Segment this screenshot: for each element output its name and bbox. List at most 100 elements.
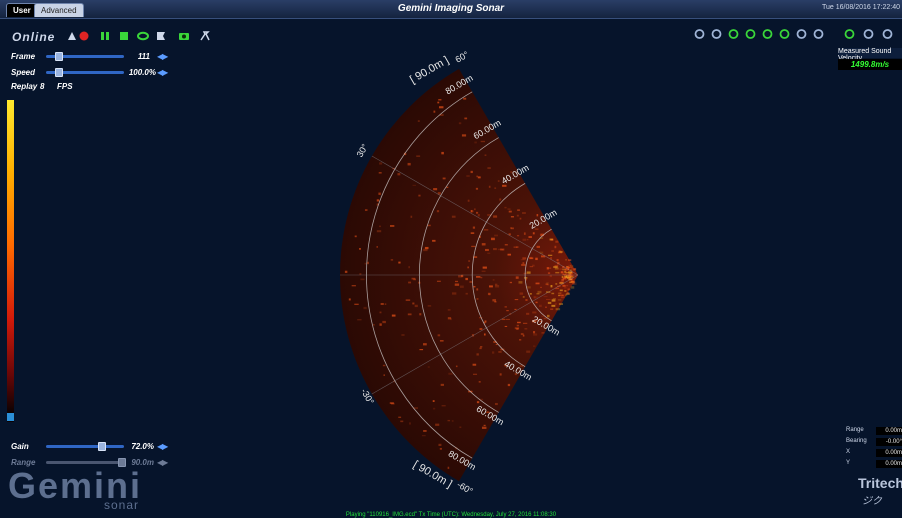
echo-speckle xyxy=(487,252,491,255)
mode-icon[interactable] xyxy=(843,28,856,40)
echo-speckle xyxy=(439,113,444,116)
echo-speckle xyxy=(380,303,384,305)
range-slider-knob[interactable] xyxy=(118,458,126,467)
speed-slider-knob[interactable] xyxy=(54,68,63,77)
echo-speckle xyxy=(555,240,559,243)
echo-speckle xyxy=(494,187,497,190)
frame-slider-track[interactable] xyxy=(46,55,124,58)
speed-stepper-arrows[interactable]: ◀▶ xyxy=(157,68,168,77)
tab-advanced[interactable]: Advanced xyxy=(34,3,84,17)
tritech-logo: Tritech xyxy=(858,475,902,491)
echo-speckle xyxy=(564,270,567,273)
echo-speckle xyxy=(562,284,566,287)
echo-speckle xyxy=(549,275,552,278)
echo-speckle xyxy=(526,271,531,274)
fish-icon[interactable] xyxy=(881,28,894,40)
echo-speckle xyxy=(493,215,498,218)
echo-speckle xyxy=(497,180,500,182)
sonar-icon[interactable] xyxy=(66,30,78,42)
signal-icon[interactable] xyxy=(778,28,791,40)
range-stepper-arrows[interactable]: ◀▶ xyxy=(157,458,168,467)
bookmark-icon[interactable] xyxy=(155,30,167,42)
echo-speckle xyxy=(545,306,547,308)
gain-icon[interactable] xyxy=(744,28,757,40)
record-icon[interactable] xyxy=(78,30,90,42)
echo-speckle xyxy=(487,292,491,296)
frame-stepper-arrows[interactable]: ◀▶ xyxy=(157,52,168,61)
echo-speckle xyxy=(364,262,367,265)
frame-slider-knob[interactable] xyxy=(54,52,63,61)
echo-speckle xyxy=(546,282,549,285)
replay-fps-value: 8 xyxy=(40,82,45,91)
echo-speckle xyxy=(556,258,559,262)
cursor-y-value: 0.00m xyxy=(876,460,902,468)
echo-speckle xyxy=(568,275,571,278)
echo-speckle xyxy=(540,255,546,258)
echo-speckle xyxy=(463,97,467,100)
echo-speckle xyxy=(446,186,449,188)
echo-speckle xyxy=(555,271,560,274)
echo-speckle xyxy=(481,426,487,429)
echo-speckle xyxy=(522,296,525,298)
echo-speckle xyxy=(526,286,531,289)
echo-speckle xyxy=(379,225,381,228)
echo-speckle xyxy=(561,275,564,279)
angle-label-minus60: -60° xyxy=(455,479,475,496)
gain-slider-track[interactable] xyxy=(46,445,124,448)
online-mode-label: Online xyxy=(12,30,56,44)
title-bar: User Advanced Gemini Imaging Sonar Tue 1… xyxy=(0,0,902,19)
echo-speckle xyxy=(568,271,573,274)
echo-speckle xyxy=(433,110,436,113)
echo-speckle xyxy=(510,227,512,229)
echo-speckle xyxy=(504,206,507,209)
echo-speckle xyxy=(539,320,543,322)
echo-speckle xyxy=(568,259,572,262)
echo-speckle xyxy=(379,323,382,326)
speed-slider-track[interactable] xyxy=(46,71,124,74)
echo-speckle xyxy=(423,248,428,252)
echo-speckle xyxy=(483,229,489,231)
echo-speckle xyxy=(439,447,442,450)
echo-speckle xyxy=(351,285,356,287)
echo-speckle xyxy=(559,268,563,270)
pause-icon[interactable] xyxy=(99,30,111,42)
echo-speckle xyxy=(390,259,394,261)
echo-speckle xyxy=(437,101,440,104)
echo-speckle xyxy=(423,430,427,432)
echo-speckle xyxy=(488,185,491,188)
target-icon[interactable] xyxy=(862,28,875,40)
zoom-icon[interactable] xyxy=(693,28,706,40)
echo-speckle xyxy=(447,466,450,469)
measure-icon[interactable] xyxy=(812,28,825,40)
echo-speckle xyxy=(410,215,413,218)
echo-speckle xyxy=(572,268,577,271)
echo-speckle xyxy=(384,303,387,305)
echo-speckle xyxy=(520,259,525,261)
waveform-icon[interactable] xyxy=(710,28,723,40)
gain-slider-knob[interactable] xyxy=(97,442,106,451)
echo-speckle xyxy=(359,273,362,275)
echo-speckle xyxy=(566,276,571,279)
echo-speckle xyxy=(565,272,567,274)
echo-speckle xyxy=(529,266,534,268)
echo-speckle xyxy=(438,443,442,446)
echo-speckle xyxy=(529,293,532,295)
range-slider-track[interactable] xyxy=(46,461,124,464)
screenshot-icon[interactable] xyxy=(178,30,190,42)
gain-stepper-arrows[interactable]: ◀▶ xyxy=(157,442,168,451)
echo-speckle xyxy=(383,374,385,376)
echo-speckle xyxy=(566,284,569,287)
echo-speckle xyxy=(442,177,446,180)
search-icon[interactable] xyxy=(795,28,808,40)
settings-icon[interactable] xyxy=(199,30,211,42)
echo-speckle xyxy=(550,257,553,260)
frequency-icon[interactable] xyxy=(727,28,740,40)
echo-speckle xyxy=(545,283,548,285)
echo-speckle xyxy=(475,211,479,214)
chirp-icon[interactable] xyxy=(761,28,774,40)
loop-icon[interactable] xyxy=(137,30,149,42)
stop-icon[interactable] xyxy=(118,30,130,42)
echo-speckle xyxy=(407,162,411,166)
echo-speckle xyxy=(518,281,523,284)
